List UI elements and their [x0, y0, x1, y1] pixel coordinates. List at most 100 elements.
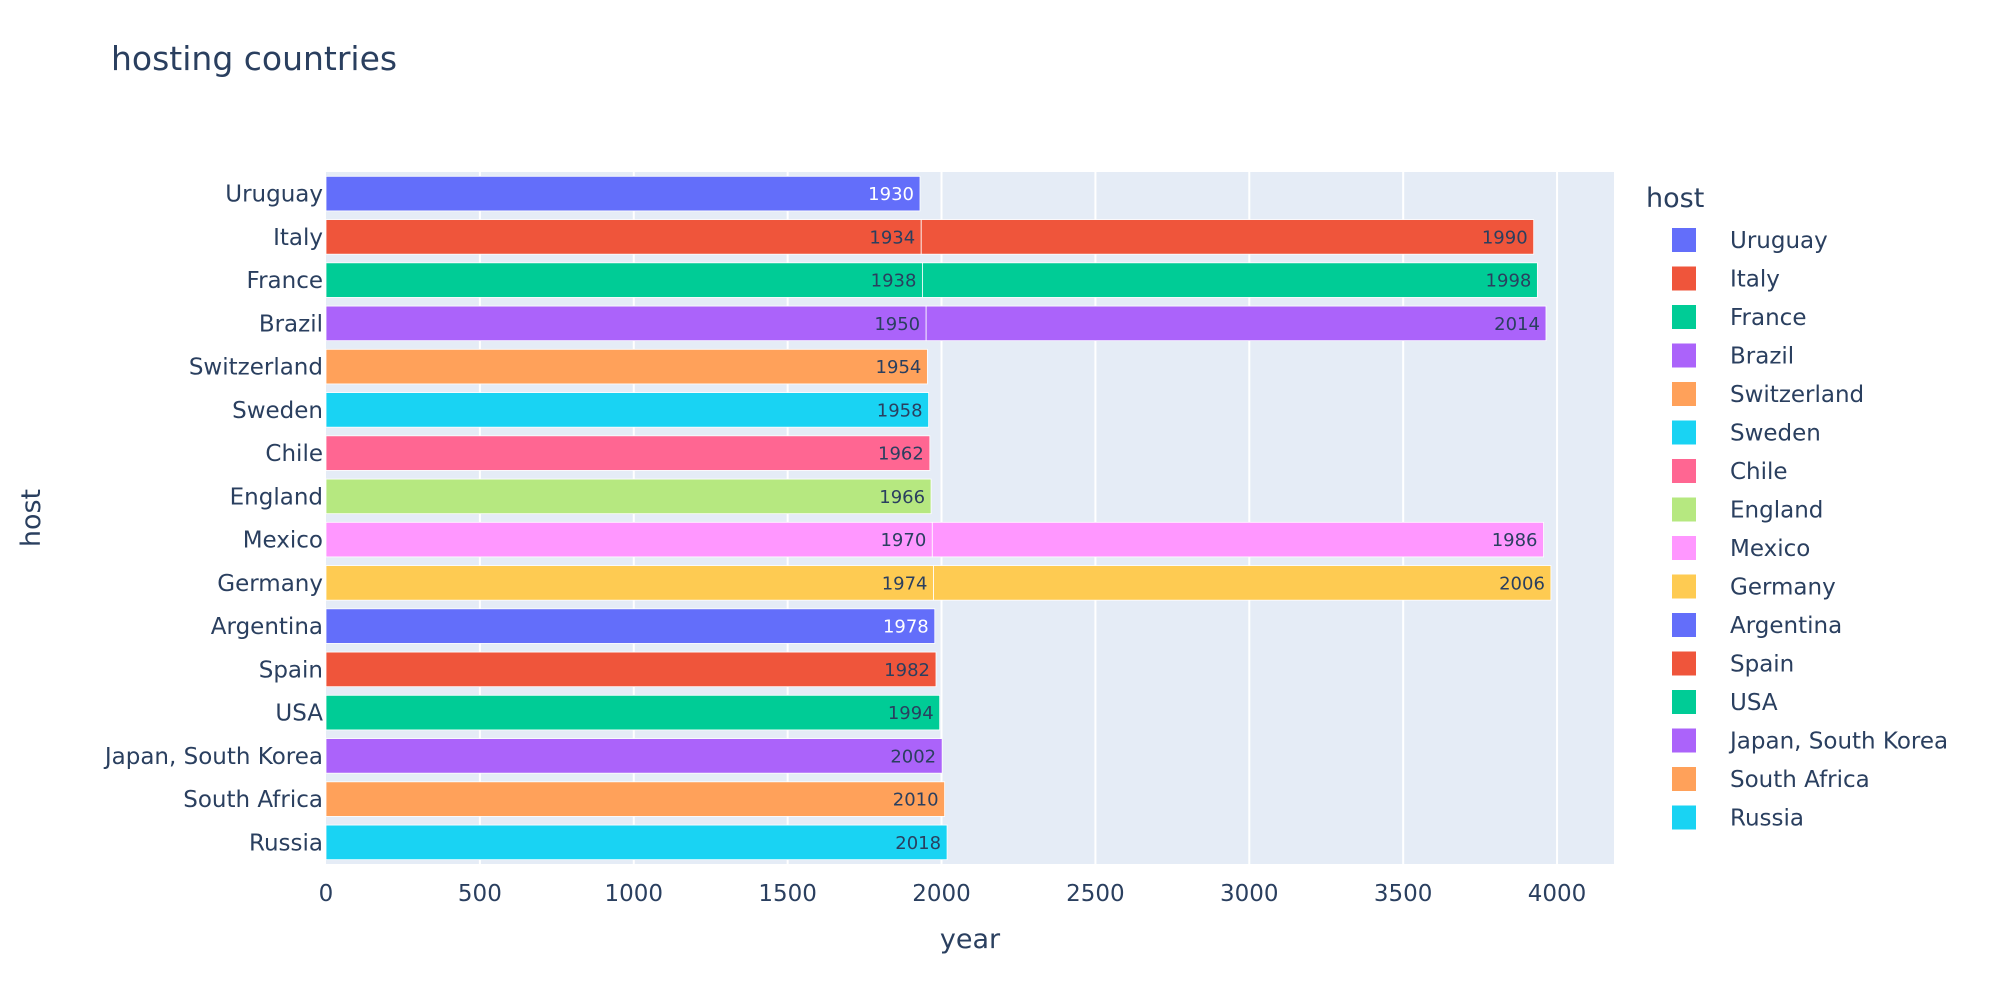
y-tick-label-russia: Russia [249, 830, 323, 856]
bar-england-1966 [325, 478, 932, 515]
bar-chile-1962 [325, 435, 931, 471]
legend-label-sweden: Sweden [1730, 421, 1821, 447]
y-axis-ticks: Uruguay Italy France Brazil Switzerland Swede… [103, 182, 323, 857]
bar-label-italy-1934: 1934 [869, 227, 915, 248]
bar-label-japan-south-korea-2002: 2002 [890, 746, 936, 767]
y-tick-label-mexico: Mexico [243, 528, 323, 554]
legend-swatch-italy [1672, 266, 1696, 291]
bar-label-france-1998: 1998 [1486, 271, 1532, 292]
legend-label-switzerland: Switzerland [1730, 382, 1864, 408]
bar-mexico-1970 [325, 521, 933, 558]
bar-italy-1934 [325, 219, 922, 255]
legend-label-south-africa: South Africa [1730, 767, 1870, 793]
bars [325, 175, 1552, 861]
legend-label-russia: Russia [1730, 806, 1804, 832]
legend-swatch-france [1672, 305, 1696, 329]
legend-label-argentina: Argentina [1730, 613, 1842, 639]
legend-label-usa: USA [1730, 690, 1778, 716]
bar-argentina-1978 [325, 608, 936, 644]
legend-swatch-mexico [1672, 536, 1696, 560]
x-tick-label-3500: 3500 [1374, 881, 1433, 907]
legend-items: Uruguay Italy France Brazil Switzerland Swede… [1672, 228, 1948, 832]
legend-swatch-spain [1672, 651, 1696, 676]
x-tick-label-1500: 1500 [758, 881, 817, 907]
y-tick-label-south-africa: South Africa [183, 787, 323, 813]
y-tick-label-sweden: Sweden [232, 398, 323, 424]
bar-russia-2018 [325, 824, 948, 861]
bar-label-sweden-1958: 1958 [877, 400, 923, 421]
bar-japan-south-korea-2002 [325, 738, 943, 774]
bar-switzerland-1954 [325, 348, 928, 385]
bar-brazil-2014 [925, 305, 1547, 342]
x-tick-label-4000: 4000 [1528, 881, 1587, 907]
bar-usa-1994 [325, 694, 941, 731]
legend-title: host [1646, 183, 1704, 214]
legend-label-chile: Chile [1730, 459, 1788, 485]
bar-label-south-africa-2010: 2010 [893, 790, 939, 811]
bar-label-italy-1990: 1990 [1482, 227, 1528, 248]
bar-label-switzerland-1954: 1954 [876, 357, 922, 378]
legend-label-italy: Italy [1730, 267, 1780, 293]
bar-france-1938 [325, 262, 923, 298]
bar-germany-1974 [325, 565, 934, 601]
bar-mexico-1986 [931, 521, 1544, 558]
legend-label-france: France [1730, 305, 1806, 331]
x-axis-title: year [940, 924, 1001, 955]
bar-label-usa-1994: 1994 [888, 703, 934, 724]
bar-label-brazil-1950: 1950 [874, 314, 920, 335]
y-tick-label-argentina: Argentina [211, 614, 323, 640]
x-tick-label-0: 0 [319, 881, 334, 907]
legend-swatch-germany [1672, 574, 1696, 599]
legend-label-spain: Spain [1730, 652, 1794, 678]
legend-label-england: England [1730, 498, 1823, 524]
bar-label-russia-2018: 2018 [895, 833, 941, 854]
bar-label-spain-1982: 1982 [884, 660, 930, 681]
legend-label-brazil: Brazil [1730, 344, 1794, 370]
legend-swatch-chile [1672, 459, 1696, 483]
legend-swatch-switzerland [1672, 382, 1696, 406]
bar-label-uruguay-1930: 1930 [868, 184, 914, 205]
bar-label-brazil-2014: 2014 [1494, 314, 1540, 335]
legend-swatch-usa [1672, 690, 1696, 714]
bar-label-england-1966: 1966 [879, 487, 925, 508]
bar-label-chile-1962: 1962 [878, 444, 924, 465]
bar-south-africa-2010 [325, 781, 946, 817]
bar-uruguay-1930 [325, 175, 921, 212]
bar-label-argentina-1978: 1978 [883, 617, 929, 638]
x-axis-ticks: 0 500 1000 1500 2000 2500 3000 3500 4000 [319, 881, 1587, 907]
y-tick-label-usa: USA [275, 701, 323, 727]
bar-spain-1982 [325, 651, 937, 688]
y-tick-label-uruguay: Uruguay [225, 182, 323, 208]
legend-swatch-sweden [1672, 420, 1696, 445]
y-tick-label-italy: Italy [273, 225, 323, 251]
bar-brazil-1950 [325, 305, 927, 342]
y-tick-label-spain: Spain [259, 657, 323, 683]
legend-label-germany: Germany [1730, 575, 1836, 601]
bar-sweden-1958 [325, 392, 930, 428]
x-tick-label-2000: 2000 [912, 881, 971, 907]
y-axis-title: host [16, 489, 47, 547]
bar-label-germany-1974: 1974 [882, 573, 928, 594]
y-tick-label-brazil: Brazil [259, 311, 323, 337]
legend-label-japan-south-korea: Japan, South Korea [1728, 729, 1948, 755]
legend-swatch-argentina [1672, 613, 1696, 637]
legend-swatch-uruguay [1672, 228, 1696, 252]
legend-swatch-brazil [1672, 343, 1696, 368]
legend: host Uruguay Italy France Brazil Switzerland… [1646, 183, 1948, 832]
x-tick-label-500: 500 [458, 881, 502, 907]
bar-germany-2006 [933, 565, 1552, 601]
y-tick-label-france: France [247, 268, 323, 294]
x-tick-label-1000: 1000 [604, 881, 663, 907]
legend-swatch-south-africa [1672, 767, 1696, 791]
legend-label-uruguay: Uruguay [1730, 228, 1828, 254]
legend-swatch-japan-south-korea [1672, 728, 1696, 753]
y-tick-label-switzerland: Switzerland [189, 355, 323, 381]
bar-label-mexico-1970: 1970 [880, 530, 926, 551]
x-tick-label-3000: 3000 [1220, 881, 1279, 907]
chart-title: hosting countries [111, 39, 397, 78]
y-tick-label-japan-south-korea: Japan, South Korea [103, 744, 323, 770]
x-tick-label-2500: 2500 [1066, 881, 1125, 907]
legend-label-mexico: Mexico [1730, 536, 1810, 562]
bar-italy-1990 [920, 219, 1535, 255]
